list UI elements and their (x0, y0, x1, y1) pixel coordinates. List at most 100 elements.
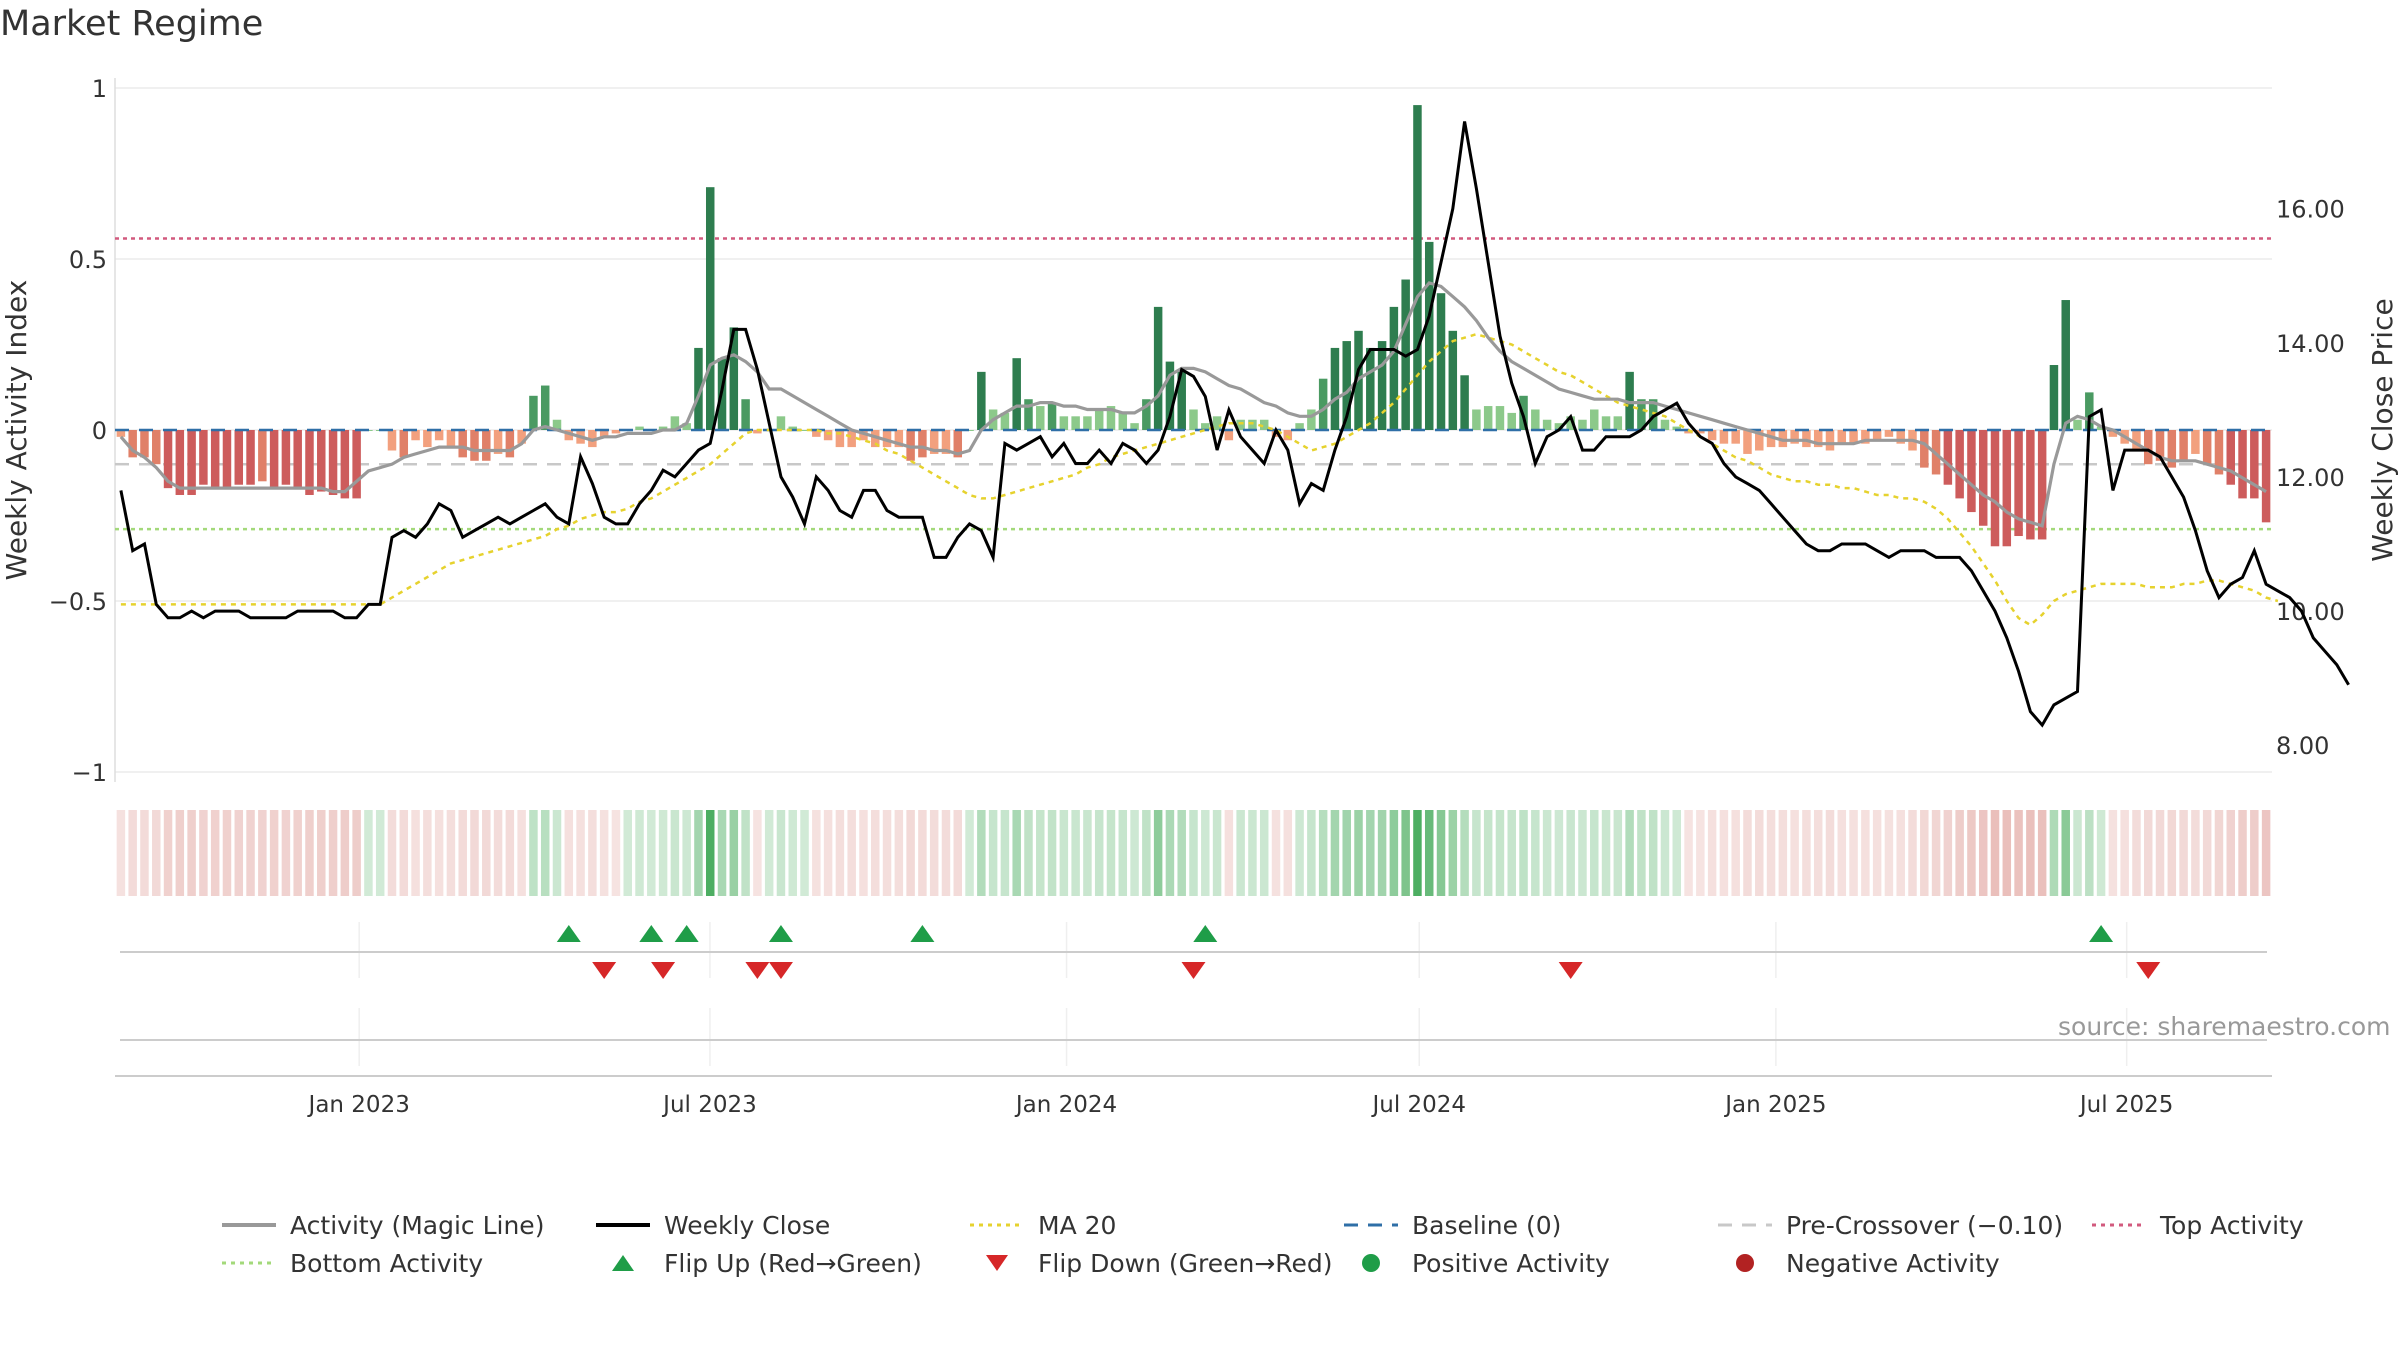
regime-strip-cell (1483, 810, 1493, 896)
regime-strip-cell (1566, 810, 1575, 896)
regime-strip-cell (1354, 810, 1363, 896)
regime-strip-cell (753, 810, 762, 896)
activity-bar (1813, 430, 1823, 448)
regime-strip-cell (918, 810, 927, 896)
legend-symbol-pre-crossover (1718, 1223, 1772, 1227)
regime-strip-cell (2120, 810, 2129, 896)
flip-down-marker (2136, 962, 2161, 979)
regime-strip-cell (1554, 810, 1564, 896)
weekly-close-line (119, 121, 2350, 728)
activity-bar (1177, 371, 1186, 430)
regime-strip-cell (1036, 810, 1045, 896)
regime-strip-cell (2132, 810, 2141, 896)
regime-strip-cell (588, 810, 597, 896)
activity-bar (1094, 409, 1104, 430)
activity-bar (1366, 347, 1375, 430)
right-tick-label: 16.00 (2276, 196, 2345, 224)
market-regime-chart: 1 0.5 0 −0.5 −1 16.00 14.00 12.00 10.00 8.00 Weekl… (0, 75, 2399, 1118)
activity-bar (1719, 430, 1729, 444)
regime-strip-cell (2143, 810, 2153, 896)
activity-bar (281, 430, 291, 485)
activity-bar (847, 430, 856, 448)
regime-strip-cell (1130, 810, 1139, 896)
activity-bar (2085, 392, 2094, 430)
activity-bar (1130, 423, 1139, 430)
activity-bar (411, 430, 420, 441)
regime-strip-cell (2226, 810, 2235, 896)
right-tick-label: 14.00 (2276, 330, 2345, 358)
regime-strip-cell (1295, 810, 1304, 896)
activity-bar (1825, 430, 1835, 451)
regime-strip-cell (222, 810, 232, 896)
activity-bar (1696, 430, 1705, 434)
regime-strip-cell (399, 810, 409, 896)
legend-label: MA 20 (1038, 1210, 1117, 1240)
regime-strip-cell (729, 810, 739, 896)
flip-down-marker (651, 962, 676, 979)
activity-bar (2214, 430, 2224, 475)
activity-bar (564, 430, 574, 441)
regime-strip-cell (1012, 810, 1021, 896)
activity-bar (705, 187, 715, 430)
magic-line (119, 281, 2267, 528)
activity-bar (1413, 105, 1422, 430)
regime-strip-cell (293, 810, 302, 896)
regime-strip-cell (317, 810, 326, 896)
regime-strip-cell (812, 810, 821, 896)
regime-strip-cell (1625, 810, 1634, 896)
activity-bar (1259, 419, 1269, 430)
activity-bar (1201, 423, 1210, 430)
regime-strip-cell (1931, 810, 1941, 896)
regime-strip-cell (1248, 810, 1257, 896)
regime-strip-cell (1000, 810, 1010, 896)
regime-strip-cell (187, 810, 196, 896)
activity-bar (835, 430, 845, 448)
regime-strip-cell (446, 810, 456, 896)
regime-strip-cell (2049, 810, 2059, 896)
regime-strip-cell (1177, 810, 1186, 896)
legend-symbol-bottom-activity (222, 1261, 276, 1265)
regime-strip-cell (1401, 810, 1410, 896)
regime-strip-cell (2037, 810, 2047, 896)
regime-strip-cell (941, 810, 951, 896)
activity-bar (2014, 430, 2023, 537)
regime-strip-cell (1978, 810, 1988, 896)
activity-bar (776, 416, 786, 430)
left-tick-label: 0 (92, 417, 107, 445)
regime-strip-cell (482, 810, 491, 896)
regime-strip-cell (493, 810, 503, 896)
regime-strip-cell (1590, 810, 1599, 896)
activity-bar (222, 430, 232, 489)
regime-strip-cell (647, 810, 656, 896)
legend-label: Top Activity (2160, 1210, 2304, 1240)
flip-up-marker (674, 925, 699, 942)
regime-strip-cell (1684, 810, 1693, 896)
activity-bar (859, 430, 868, 441)
activity-bar (1483, 406, 1493, 430)
legend-label: Activity (Magic Line) (290, 1210, 545, 1240)
regime-strip-cell (281, 810, 291, 896)
activity-bar (269, 430, 279, 489)
regime-strip-cell (1330, 810, 1340, 896)
regime-strip-cell (1613, 810, 1623, 896)
activity-bar (493, 430, 503, 454)
regime-strip-cell (1259, 810, 1269, 896)
regime-strip-cell (2167, 810, 2177, 896)
regime-strip-cell (1660, 810, 1670, 896)
activity-bar (1189, 409, 1198, 430)
regime-strip-cell (470, 810, 479, 896)
activity-bar (1613, 416, 1623, 430)
regime-strip-cell (423, 810, 432, 896)
activity-bar (1024, 399, 1033, 430)
regime-strip-cell (705, 810, 715, 896)
regime-strip-cell (1472, 810, 1481, 896)
regime-strip-cell (2191, 810, 2200, 896)
activity-bar (470, 430, 479, 461)
activity-bar (611, 430, 621, 434)
legend-label: Bottom Activity (290, 1248, 484, 1278)
activity-bar (1566, 416, 1575, 430)
regime-strip-cell (1884, 810, 1894, 896)
regime-strip-cell (1531, 810, 1540, 896)
activity-bar (1837, 430, 1847, 444)
activity-bar (1778, 430, 1788, 448)
